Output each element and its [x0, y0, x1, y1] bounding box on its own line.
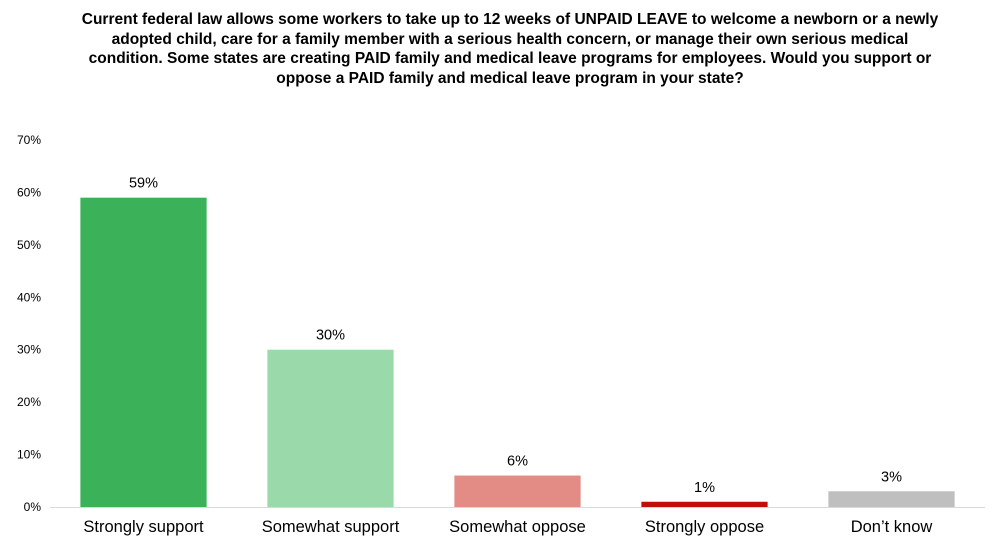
category-label: Strongly oppose	[645, 518, 764, 536]
data-label: 59%	[129, 176, 158, 192]
y-tick-label: 50%	[17, 238, 41, 252]
data-label: 30%	[316, 328, 345, 344]
y-tick-label: 70%	[17, 133, 41, 147]
data-label: 3%	[881, 469, 902, 485]
category-label: Strongly support	[83, 518, 204, 536]
y-tick-label: 10%	[17, 448, 41, 462]
y-tick-label: 60%	[17, 185, 41, 199]
y-axis: 0% 10% 20% 30% 40% 50% 60% 70%	[17, 133, 41, 514]
bar	[267, 349, 394, 507]
bar	[80, 197, 207, 507]
y-tick-label: 40%	[17, 290, 41, 304]
data-label: 1%	[694, 480, 715, 496]
category-label: Don’t know	[851, 518, 933, 536]
chart-title: Current federal law allows some workers …	[81, 11, 939, 87]
x-axis: Strongly support Somewhat support Somewhat…	[50, 507, 985, 536]
category-label: Somewhat oppose	[449, 518, 586, 536]
data-label: 6%	[507, 454, 528, 470]
y-tick-label: 0%	[24, 500, 42, 514]
bar	[454, 475, 581, 507]
y-tick-label: 30%	[17, 343, 41, 357]
category-label: Somewhat support	[262, 518, 400, 536]
bars-group: 59% 30% 6% 1% 3%	[80, 176, 955, 507]
bar	[641, 501, 768, 507]
y-tick-label: 20%	[17, 395, 41, 409]
bar	[828, 491, 955, 507]
